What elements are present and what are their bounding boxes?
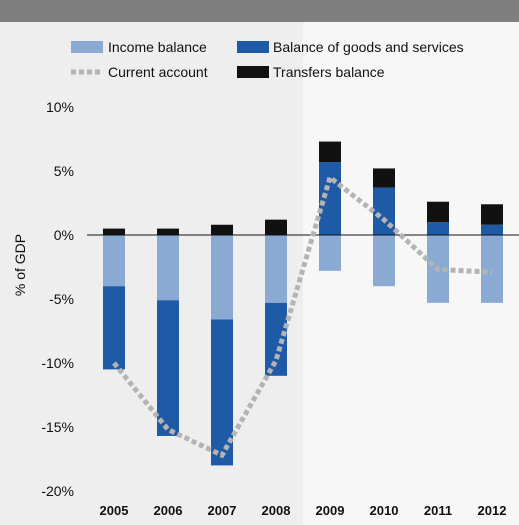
bars bbox=[103, 141, 503, 466]
bar-income-balance bbox=[319, 235, 341, 271]
legend-item-goods-services: Balance of goods and services bbox=[237, 39, 464, 55]
bar-balance-of-goods-and-services bbox=[157, 300, 179, 436]
x-tick-label: 2011 bbox=[424, 503, 452, 518]
y-tick-label: 5% bbox=[54, 163, 74, 179]
bar-transfers-balance bbox=[319, 141, 341, 163]
bar-transfers-balance bbox=[427, 201, 449, 223]
bar-transfers-balance bbox=[481, 204, 503, 225]
bar-balance-of-goods-and-services bbox=[427, 222, 449, 235]
legend-label-transfers: Transfers balance bbox=[273, 64, 385, 80]
x-tick-label: 2009 bbox=[316, 503, 345, 518]
bar-balance-of-goods-and-services bbox=[481, 224, 503, 235]
x-tick-label: 2008 bbox=[262, 503, 291, 518]
legend-swatch-goods-services bbox=[237, 41, 269, 53]
bar-balance-of-goods-and-services bbox=[103, 286, 125, 370]
y-tick-label: -15% bbox=[41, 419, 74, 435]
bar-transfers-balance bbox=[103, 228, 125, 235]
y-tick-label: 0% bbox=[54, 227, 74, 243]
x-tick-labels: 2005 2006 2007 2008 2009 2010 2011 2012 bbox=[100, 503, 507, 518]
bar-balance-of-goods-and-services bbox=[319, 162, 341, 235]
bar-income-balance bbox=[265, 235, 287, 303]
bar-income-balance bbox=[157, 235, 179, 301]
legend-label-current-account: Current account bbox=[108, 64, 208, 80]
x-tick-label: 2010 bbox=[370, 503, 399, 518]
legend-label-income: Income balance bbox=[108, 39, 207, 55]
y-axis-label: % of GDP bbox=[12, 234, 28, 296]
bar-balance-of-goods-and-services bbox=[211, 319, 233, 466]
y-tick-label: -10% bbox=[41, 355, 74, 371]
bar-income-balance bbox=[211, 235, 233, 320]
y-tick-label: -5% bbox=[49, 291, 74, 307]
y-tick-labels: 10% 5% 0% -5% -10% -15% -20% bbox=[41, 99, 74, 499]
bar-balance-of-goods-and-services bbox=[265, 302, 287, 376]
legend-item-transfers: Transfers balance bbox=[237, 64, 385, 80]
bar-income-balance bbox=[103, 235, 125, 287]
legend-label-goods-services: Balance of goods and services bbox=[273, 39, 464, 55]
bar-transfers-balance bbox=[211, 224, 233, 235]
bar-balance-of-goods-and-services bbox=[373, 187, 395, 235]
bar-transfers-balance bbox=[373, 168, 395, 188]
legend-swatch-income bbox=[71, 41, 103, 53]
x-tick-label: 2006 bbox=[154, 503, 183, 518]
legend-item-current-account: Current account bbox=[71, 64, 208, 80]
header-bar bbox=[0, 0, 519, 22]
legend-item-income: Income balance bbox=[71, 39, 207, 55]
legend: Income balance Balance of goods and serv… bbox=[71, 39, 464, 80]
bar-transfers-balance bbox=[265, 219, 287, 235]
x-tick-label: 2012 bbox=[478, 503, 507, 518]
x-tick-label: 2005 bbox=[100, 503, 129, 518]
bar-income-balance bbox=[481, 235, 503, 303]
x-tick-label: 2007 bbox=[208, 503, 237, 518]
bar-income-balance bbox=[373, 235, 395, 287]
legend-swatch-transfers bbox=[237, 66, 269, 78]
y-tick-label: 10% bbox=[46, 99, 74, 115]
y-tick-label: -20% bbox=[41, 483, 74, 499]
bar-transfers-balance bbox=[157, 228, 179, 235]
